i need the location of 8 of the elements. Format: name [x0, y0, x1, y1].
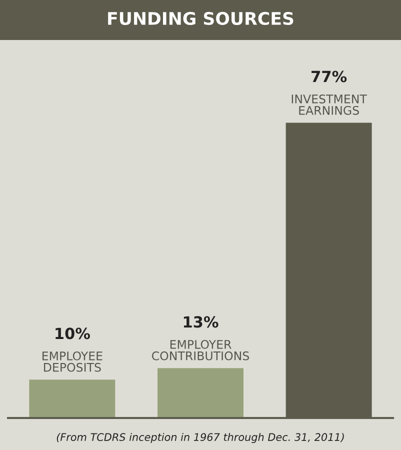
x-tick-label: EMPLOYEE DEPOSITS: [42, 351, 102, 372]
data-label: 13%: [184, 316, 218, 328]
chart-title: FUNDING SOURCES: [108, 12, 294, 26]
data-label: 77%: [312, 70, 347, 82]
x-tick-label: EMPLOYER CONTRIBUTIONS: [152, 340, 249, 360]
text: (From TCDRS inception in 1967 through Dec. 31, 2011): [56, 432, 344, 444]
data-label: 10%: [56, 328, 90, 340]
x-tick-label: INVESTMENT EARNINGS: [292, 94, 367, 115]
